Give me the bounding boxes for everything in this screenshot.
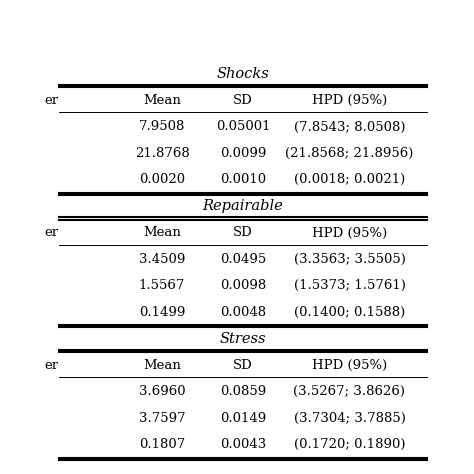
Text: Mean: Mean [143, 359, 181, 372]
Text: Repairable: Repairable [202, 199, 283, 213]
Text: 1.5567: 1.5567 [139, 279, 185, 292]
Text: HPD (95%): HPD (95%) [312, 359, 387, 372]
Text: (3.3563; 3.5505): (3.3563; 3.5505) [293, 253, 405, 266]
Text: SD: SD [233, 94, 253, 107]
Text: 0.0048: 0.0048 [220, 306, 266, 319]
Text: HPD (95%): HPD (95%) [312, 227, 387, 239]
Text: SD: SD [233, 359, 253, 372]
Text: 3.6960: 3.6960 [139, 385, 185, 399]
Text: 0.1499: 0.1499 [139, 306, 185, 319]
Text: 0.05001: 0.05001 [216, 120, 270, 134]
Text: 3.7597: 3.7597 [139, 412, 185, 425]
Text: er: er [45, 359, 59, 372]
Text: 7.9508: 7.9508 [139, 120, 185, 134]
Text: (0.0018; 0.0021): (0.0018; 0.0021) [294, 173, 405, 186]
Text: Stress: Stress [219, 332, 266, 346]
Text: er: er [45, 94, 59, 107]
Text: (0.1720; 0.1890): (0.1720; 0.1890) [294, 438, 405, 451]
Text: Shocks: Shocks [217, 67, 269, 81]
Text: 0.0020: 0.0020 [139, 173, 185, 186]
Text: (3.5267; 3.8626): (3.5267; 3.8626) [293, 385, 405, 399]
Text: 0.0149: 0.0149 [220, 412, 266, 425]
Text: 0.0099: 0.0099 [220, 147, 266, 160]
Text: (21.8568; 21.8956): (21.8568; 21.8956) [285, 147, 414, 160]
Text: 0.0495: 0.0495 [220, 253, 266, 266]
Text: (1.5373; 1.5761): (1.5373; 1.5761) [293, 279, 405, 292]
Text: er: er [45, 227, 59, 239]
Text: (0.1400; 0.1588): (0.1400; 0.1588) [294, 306, 405, 319]
Text: Mean: Mean [143, 227, 181, 239]
Text: HPD (95%): HPD (95%) [312, 94, 387, 107]
Text: 21.8768: 21.8768 [135, 147, 190, 160]
Text: 0.1807: 0.1807 [139, 438, 185, 451]
Text: 0.0043: 0.0043 [220, 438, 266, 451]
Text: 0.0098: 0.0098 [220, 279, 266, 292]
Text: 0.0010: 0.0010 [220, 173, 266, 186]
Text: (3.7304; 3.7885): (3.7304; 3.7885) [293, 412, 405, 425]
Text: SD: SD [233, 227, 253, 239]
Text: Mean: Mean [143, 94, 181, 107]
Text: (7.8543; 8.0508): (7.8543; 8.0508) [294, 120, 405, 134]
Text: 0.0859: 0.0859 [220, 385, 266, 399]
Text: 3.4509: 3.4509 [139, 253, 185, 266]
